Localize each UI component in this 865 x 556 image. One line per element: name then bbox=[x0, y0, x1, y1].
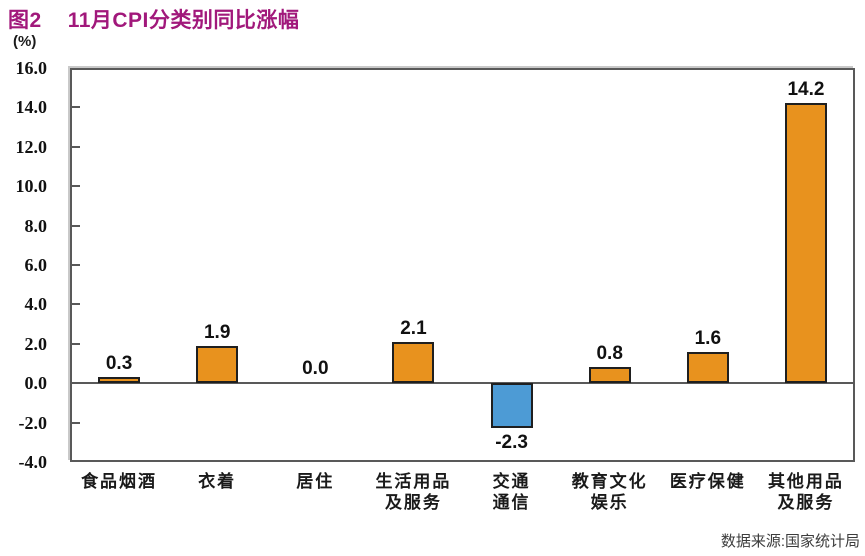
y-axis-tick-mark bbox=[72, 303, 80, 306]
y-axis-tick-mark bbox=[72, 224, 80, 227]
y-axis-unit-label: (%) bbox=[13, 33, 37, 50]
category-label: 居住 bbox=[296, 472, 335, 491]
y-axis-tick-mark bbox=[72, 185, 80, 188]
y-axis-tick-label: 0.0 bbox=[24, 373, 48, 394]
bar-value-label: 1.6 bbox=[694, 327, 722, 349]
category-label: 食品烟酒 bbox=[81, 472, 158, 491]
y-axis-tick-mark bbox=[72, 106, 80, 109]
y-axis-tick-label: 8.0 bbox=[24, 215, 48, 236]
category-label: 交通 通信 bbox=[492, 472, 531, 512]
data-source-label: 数据来源:国家统计局 bbox=[720, 533, 860, 550]
y-axis-tick-label: 16.0 bbox=[15, 58, 48, 78]
category-label: 其他用品 及服务 bbox=[767, 472, 844, 512]
figure-title: 11月CPI分类别同比涨幅 bbox=[67, 9, 300, 32]
y-axis-tick-label: 4.0 bbox=[24, 294, 48, 315]
bar bbox=[784, 103, 827, 383]
y-axis-tick-mark bbox=[72, 342, 80, 345]
bar-value-label: -2.3 bbox=[495, 432, 528, 454]
bar bbox=[392, 341, 435, 383]
y-axis-tick-mark bbox=[72, 264, 80, 266]
figure-title-row: 图2 11月CPI分类别同比涨幅 bbox=[8, 4, 299, 34]
y-axis-tick-label: 2.0 bbox=[24, 333, 48, 354]
plot-area-frame bbox=[70, 68, 855, 462]
y-axis-tick-mark bbox=[72, 145, 80, 148]
zero-baseline bbox=[70, 382, 855, 384]
y-axis-tick-label: 10.0 bbox=[15, 176, 48, 197]
bar bbox=[196, 345, 239, 383]
bar-value-label: 0.0 bbox=[302, 358, 329, 379]
y-axis-tick-label: 6.0 bbox=[24, 255, 48, 275]
y-axis-tick-label: -2.0 bbox=[18, 412, 48, 433]
bar bbox=[490, 383, 533, 429]
y-axis-tick-label: -4.0 bbox=[18, 452, 48, 472]
y-axis-tick-mark bbox=[72, 421, 80, 424]
figure-number-label: 图2 bbox=[8, 9, 42, 32]
category-label: 教育文化 娱乐 bbox=[571, 472, 648, 512]
bar bbox=[686, 351, 729, 383]
bar-value-label: 14.2 bbox=[787, 79, 825, 101]
y-axis-tick-label: 14.0 bbox=[15, 97, 48, 118]
y-axis-tick-label: 12.0 bbox=[15, 136, 48, 157]
category-label: 医疗保健 bbox=[669, 472, 746, 491]
category-label: 生活用品 及服务 bbox=[375, 472, 452, 512]
bar bbox=[588, 367, 631, 383]
category-label: 衣着 bbox=[198, 472, 237, 491]
bar-value-label: 1.9 bbox=[203, 321, 231, 343]
bar-value-label: 0.8 bbox=[596, 343, 623, 365]
bar-value-label: 0.3 bbox=[105, 353, 133, 375]
bar-value-label: 2.1 bbox=[400, 317, 427, 339]
bar bbox=[98, 377, 141, 383]
